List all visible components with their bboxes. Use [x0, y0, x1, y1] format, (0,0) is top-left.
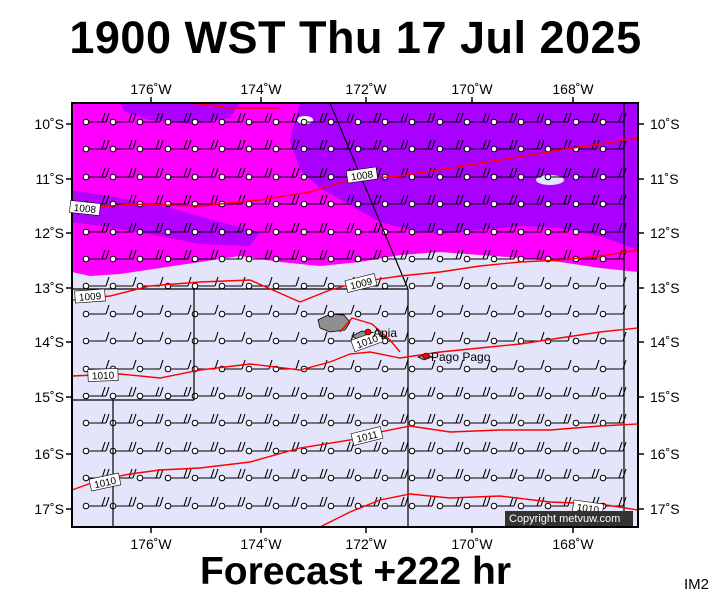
- lat-label-right: 16˚S: [650, 446, 680, 462]
- lat-label-left: 14˚S: [34, 334, 64, 350]
- lat-label-right: 12˚S: [650, 225, 680, 241]
- forecast-label: Forecast +222 hr: [0, 550, 711, 594]
- lat-label-left: 13˚S: [34, 280, 64, 296]
- lon-label-top: 168˚W: [552, 81, 594, 97]
- lat-label-right: 15˚S: [650, 389, 680, 405]
- lat-label-right: 14˚S: [650, 334, 680, 350]
- lat-label-right: 10˚S: [650, 116, 680, 132]
- lat-label-left: 12˚S: [34, 225, 64, 241]
- lat-label-left: 15˚S: [34, 389, 64, 405]
- lon-label-top: 174˚W: [240, 81, 282, 97]
- apia-marker: [365, 329, 371, 335]
- lat-label-left: 16˚S: [34, 446, 64, 462]
- svg-text:1010: 1010: [92, 371, 115, 383]
- pago-pago-marker: [423, 353, 429, 359]
- place-label-apia: Apia: [373, 326, 397, 340]
- lat-label-left: 10˚S: [34, 116, 64, 132]
- lat-label-right: 17˚S: [650, 501, 680, 517]
- lat-label-left: 11˚S: [35, 171, 64, 187]
- lat-label-right: 13˚S: [650, 280, 680, 296]
- isobar-label: 1008: [69, 200, 100, 216]
- lon-label-top: 170˚W: [451, 81, 493, 97]
- place-label-pago-pago: Pago Pago: [431, 350, 491, 364]
- copyright-text: Copyright metvuw.com: [509, 513, 620, 525]
- lat-label-left: 17˚S: [34, 501, 64, 517]
- svg-text:1009: 1009: [79, 291, 102, 304]
- isobar-label: 1010: [88, 368, 118, 382]
- image-code: IM2: [684, 576, 709, 593]
- lat-label-right: 11˚S: [650, 171, 679, 187]
- lon-label-top: 176˚W: [130, 81, 172, 97]
- lon-label-top: 172˚W: [345, 81, 387, 97]
- isobar-label: 1009: [75, 289, 106, 304]
